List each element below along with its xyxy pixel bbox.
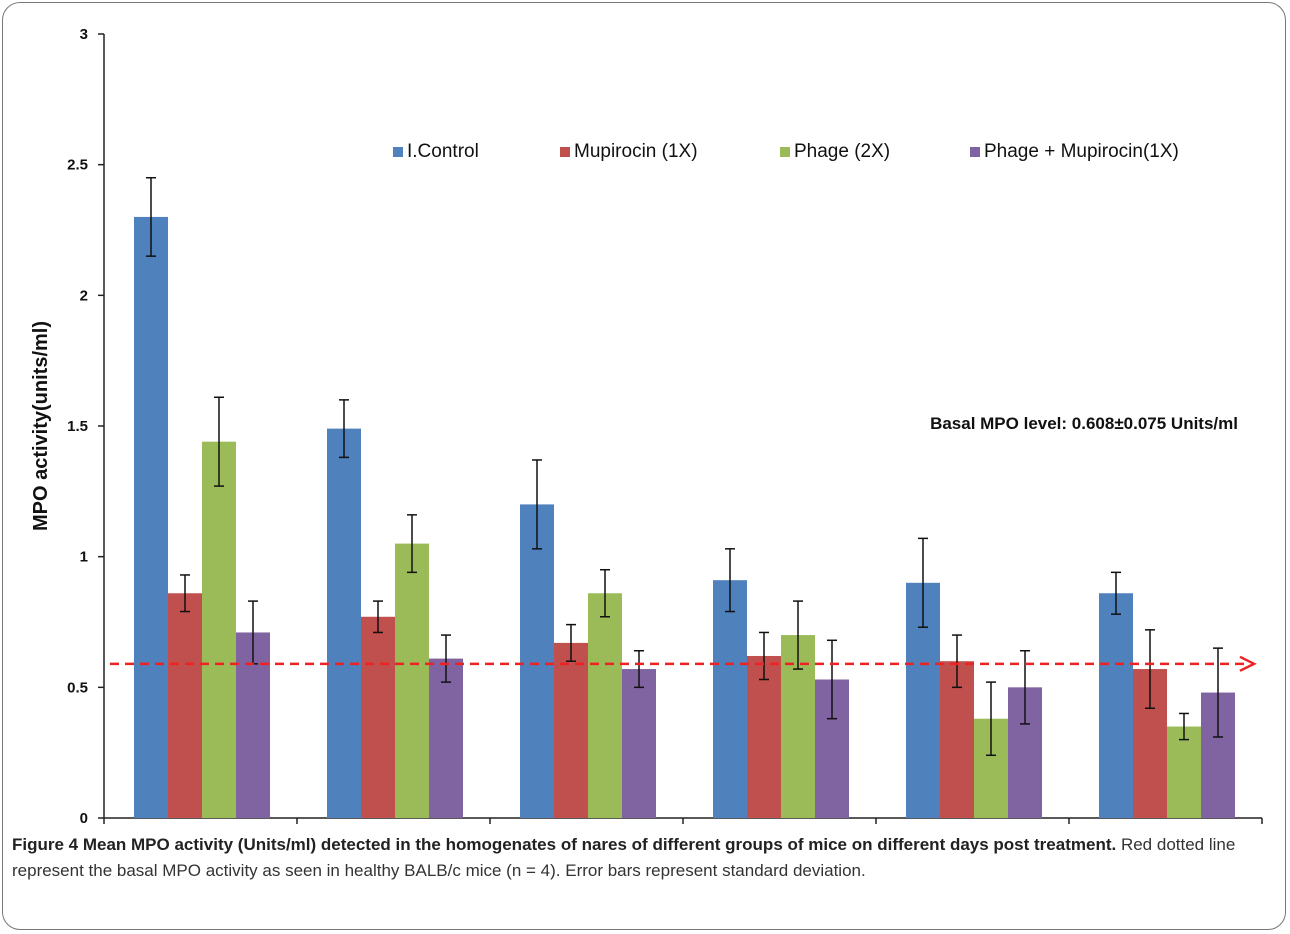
- bar[interactable]: [361, 616, 395, 818]
- caption-title: Figure 4 Mean MPO activity (Units/ml) de…: [12, 835, 1117, 854]
- y-tick-label: 2: [80, 287, 88, 304]
- y-tick-label: 0.5: [67, 679, 88, 696]
- legend-swatch: [970, 147, 980, 157]
- bar[interactable]: [202, 441, 236, 818]
- bar[interactable]: [429, 658, 463, 818]
- legend-label: Phage + Mupirocin(1X): [984, 141, 1179, 162]
- legend-swatch: [393, 147, 403, 157]
- legend-label: I.Control: [407, 141, 479, 162]
- legend-swatch: [780, 147, 790, 157]
- basal-level-arrowhead: [1239, 655, 1257, 672]
- bar[interactable]: [168, 593, 202, 818]
- bar[interactable]: [395, 543, 429, 818]
- bar[interactable]: [713, 580, 747, 818]
- legend-label: Phage (2X): [794, 141, 890, 162]
- basal-level-annotation: Basal MPO level: 0.608±0.075 Units/ml: [930, 414, 1238, 433]
- legend-label: Mupirocin (1X): [574, 141, 698, 162]
- legend-swatch: [560, 147, 570, 157]
- caption-text: Red dotted line represent the basal MPO …: [12, 835, 1236, 880]
- y-tick-label: 1.5: [67, 418, 88, 435]
- bar[interactable]: [1099, 593, 1133, 818]
- y-tick-label: 0: [80, 810, 88, 827]
- bar[interactable]: [134, 216, 168, 818]
- y-tick-label: 3: [80, 26, 88, 43]
- y-tick-label: 1: [80, 549, 88, 566]
- bar[interactable]: [554, 642, 588, 818]
- figure-caption: Figure 4 Mean MPO activity (Units/ml) de…: [12, 832, 1282, 884]
- y-tick-label: 2.5: [67, 157, 88, 174]
- y-axis-label: MPO activity(units/ml): [30, 321, 52, 531]
- bar[interactable]: [588, 593, 622, 818]
- bar[interactable]: [622, 669, 656, 818]
- bar[interactable]: [747, 655, 781, 818]
- bar[interactable]: [327, 428, 361, 818]
- bar[interactable]: [1167, 726, 1201, 818]
- bar[interactable]: [520, 504, 554, 818]
